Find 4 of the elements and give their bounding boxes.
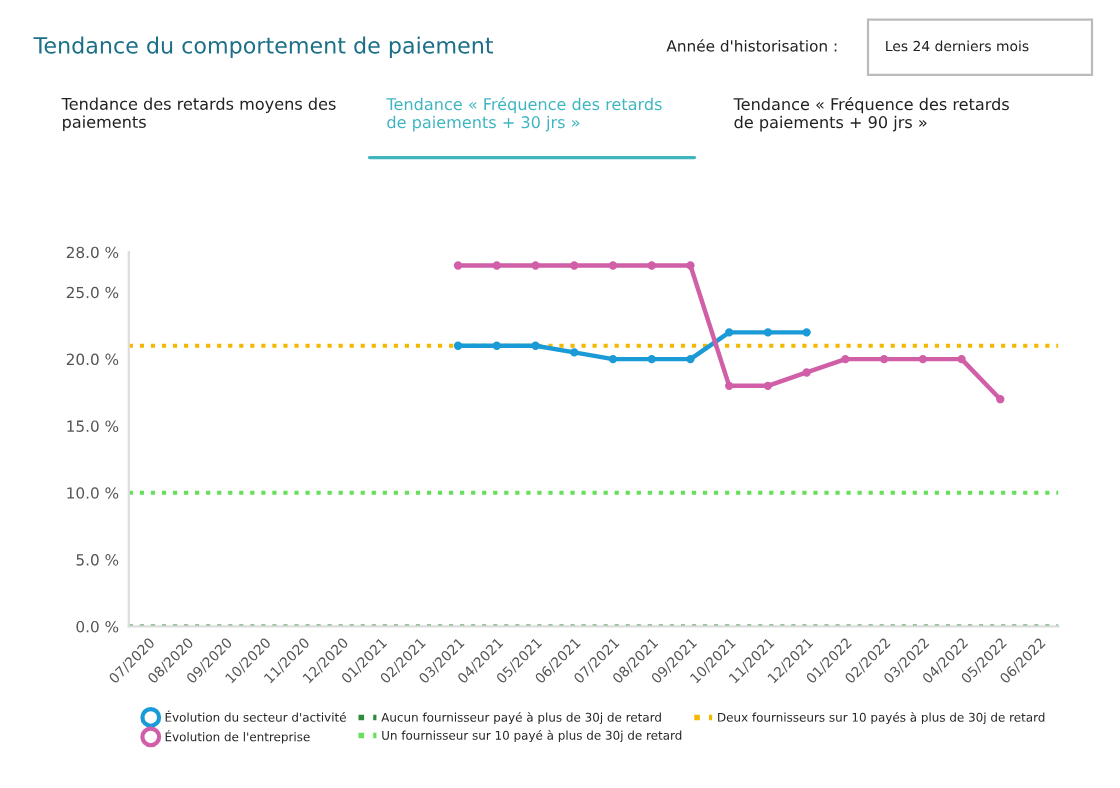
text: Tendance « Fréquence des retards de paiements + 30 jrs » [386,97,662,132]
chart-title: Tendance du comportement de paiement [33,36,494,59]
text: Tendance « Fréquence des retards de paiements + 90 jrs » [733,97,1009,132]
text: Tendance des retards moyens des paiements [61,97,336,132]
